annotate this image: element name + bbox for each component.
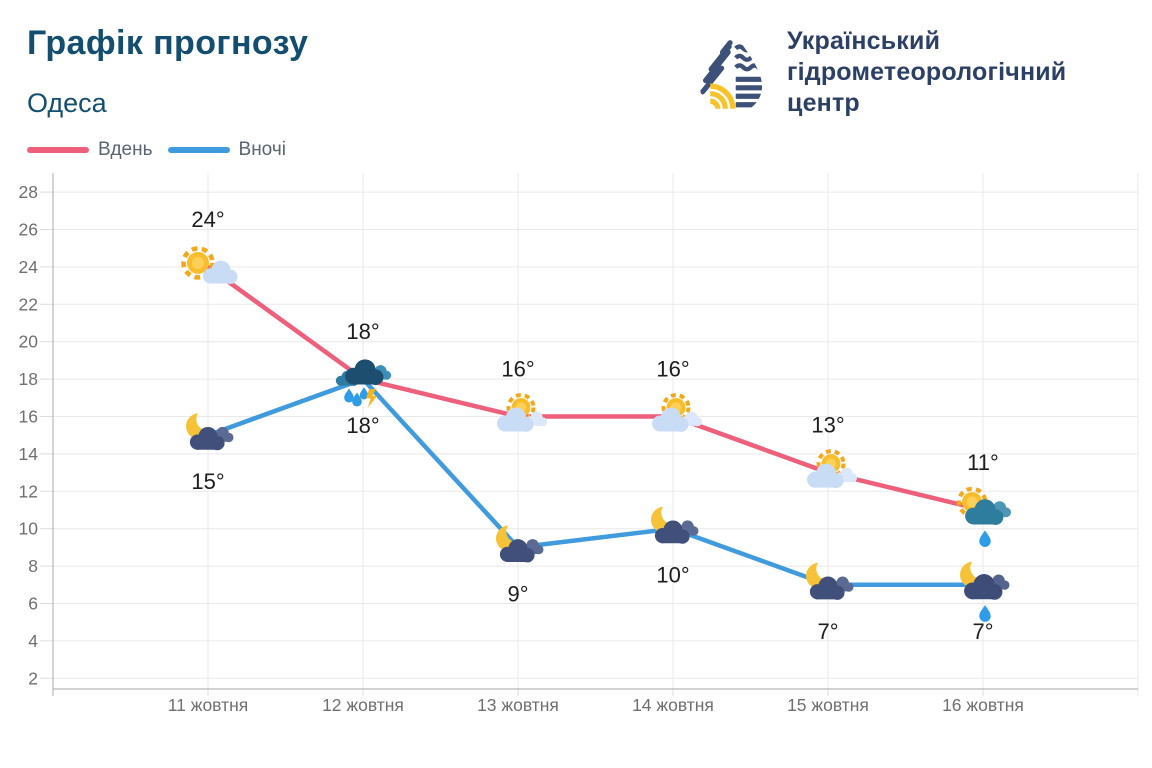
y-axis-label: 6 bbox=[28, 594, 38, 614]
y-axis-label: 8 bbox=[28, 556, 38, 576]
y-axis-label: 2 bbox=[28, 668, 38, 688]
water-drop-logo-icon bbox=[700, 40, 763, 110]
temp-label-night: 7° bbox=[972, 619, 993, 644]
city-name: Одеса bbox=[27, 88, 107, 118]
y-axis-label: 18 bbox=[19, 369, 38, 389]
legend-swatch-night bbox=[167, 147, 230, 153]
logo-diagonal-stripes bbox=[700, 40, 733, 95]
sun-cloud-icon bbox=[181, 246, 238, 284]
y-axis-label: 20 bbox=[19, 332, 39, 352]
uhmc-logo: Український гідрометеорологічний центр bbox=[698, 25, 1066, 119]
legend-label-day: Вдень bbox=[98, 139, 153, 160]
logo-text-line2: гідрометеорологічний bbox=[787, 58, 1067, 86]
uhmc-logo-text: Український гідрометеорологічний центр bbox=[787, 25, 1066, 119]
legend-label-night: Вночі bbox=[238, 139, 286, 160]
storm-rain-lightning-icon bbox=[335, 359, 392, 408]
logo-horizontal-bars bbox=[735, 76, 763, 108]
y-axis-label: 26 bbox=[19, 220, 38, 240]
y-axis-label: 24 bbox=[19, 257, 39, 277]
temp-label-day: 13° bbox=[811, 413, 844, 438]
temp-label-night: 9° bbox=[507, 581, 528, 606]
sun-behind-cloud-icon bbox=[652, 393, 703, 432]
logo-text-line3: центр bbox=[787, 89, 860, 117]
temp-label-night: 7° bbox=[817, 619, 838, 644]
day-line bbox=[205, 264, 986, 513]
temp-label-night: 15° bbox=[191, 469, 224, 494]
y-axis-label: 16 bbox=[19, 407, 38, 427]
x-axis-label: 12 жовтня bbox=[322, 695, 404, 715]
moon-cloud-icon bbox=[496, 525, 544, 563]
temp-label-day: 16° bbox=[656, 357, 689, 382]
x-axis-label: 16 жовтня bbox=[942, 695, 1024, 715]
x-axis-label: 13 жовтня bbox=[477, 695, 559, 715]
temp-label-day: 24° bbox=[191, 207, 224, 232]
logo-text-line1: Український bbox=[787, 27, 941, 55]
y-axis-label: 28 bbox=[19, 182, 38, 202]
y-axis-label: 4 bbox=[28, 631, 38, 651]
moon-cloud-rain-icon bbox=[960, 561, 1010, 622]
y-axis-label: 10 bbox=[19, 519, 39, 539]
temp-label-night: 10° bbox=[656, 563, 689, 588]
night-line bbox=[205, 376, 986, 588]
temp-label-day: 11° bbox=[967, 450, 999, 475]
sun-cloud-rain-icon bbox=[956, 486, 1012, 547]
temp-label-day: 16° bbox=[501, 357, 534, 382]
sun-behind-cloud-icon bbox=[807, 449, 858, 489]
legend-swatch-day bbox=[27, 147, 89, 153]
y-axis-label: 12 bbox=[19, 481, 38, 501]
x-axis-label: 11 жовтня bbox=[168, 695, 249, 715]
moon-cloud-icon bbox=[186, 413, 234, 451]
chart-legend: Вдень Вночі bbox=[27, 139, 301, 160]
moon-cloud-icon bbox=[806, 562, 854, 600]
x-axis-label: 15 жовтня bbox=[787, 695, 869, 715]
page-title: Графік прогнозу bbox=[27, 24, 309, 62]
temp-label-night: 18° bbox=[346, 413, 379, 438]
moon-cloud-icon bbox=[651, 506, 699, 544]
y-axis-label: 14 bbox=[19, 444, 39, 464]
logo-yellow-arcs bbox=[709, 83, 736, 110]
x-axis-label: 14 жовтня bbox=[632, 695, 714, 715]
y-axis-label: 22 bbox=[19, 294, 38, 314]
temp-label-day: 18° bbox=[346, 319, 379, 344]
sun-behind-cloud-icon bbox=[497, 393, 548, 432]
